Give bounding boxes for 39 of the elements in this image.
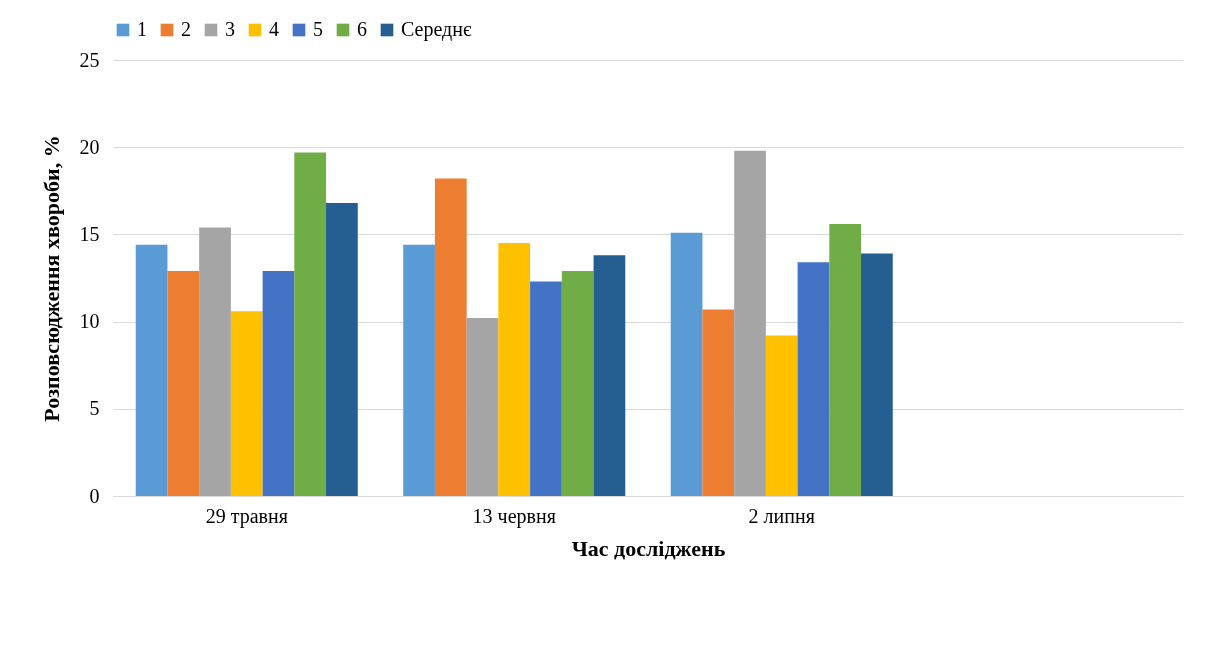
bar: [199, 227, 231, 496]
legend-label: 5: [313, 18, 323, 40]
bar: [326, 203, 358, 496]
bar: [593, 255, 626, 496]
x-tick-label: 13 червня: [472, 504, 556, 528]
bar: [466, 318, 499, 496]
y-tick-label: 10: [79, 310, 100, 333]
bar: [734, 150, 766, 496]
bar: [294, 152, 327, 496]
legend-label: 2: [181, 18, 191, 40]
y-tick-label: 25: [79, 48, 100, 71]
bar: [797, 262, 830, 496]
y-tick-label: 5: [89, 397, 100, 420]
bar: [135, 244, 168, 496]
bar: [702, 309, 735, 496]
bar: [230, 311, 263, 496]
bar: [530, 281, 562, 496]
bar: [403, 244, 435, 496]
x-tick-label: 2 липня: [748, 504, 815, 527]
bar: [765, 335, 798, 496]
bar: [561, 271, 594, 496]
bar: [670, 232, 703, 496]
y-tick-label: 20: [79, 135, 100, 158]
bar: [829, 223, 862, 496]
y-axis-title: Розповсюдження хвороби, %: [38, 135, 64, 422]
legend-label: Середнє: [401, 18, 472, 41]
bar: [434, 178, 467, 496]
y-tick-label: 0: [89, 484, 100, 507]
bar: [262, 271, 295, 496]
legend-label: 6: [357, 18, 367, 40]
bar: [861, 253, 893, 496]
x-axis-title: Час досліджень: [571, 535, 726, 561]
y-tick-label: 15: [79, 222, 100, 245]
legend-label: 4: [269, 18, 279, 40]
legend-label: 1: [137, 18, 147, 40]
legend-label: 3: [225, 18, 235, 40]
x-tick-label: 29 травня: [205, 504, 288, 528]
bar: [498, 243, 531, 496]
bar: [167, 271, 200, 496]
